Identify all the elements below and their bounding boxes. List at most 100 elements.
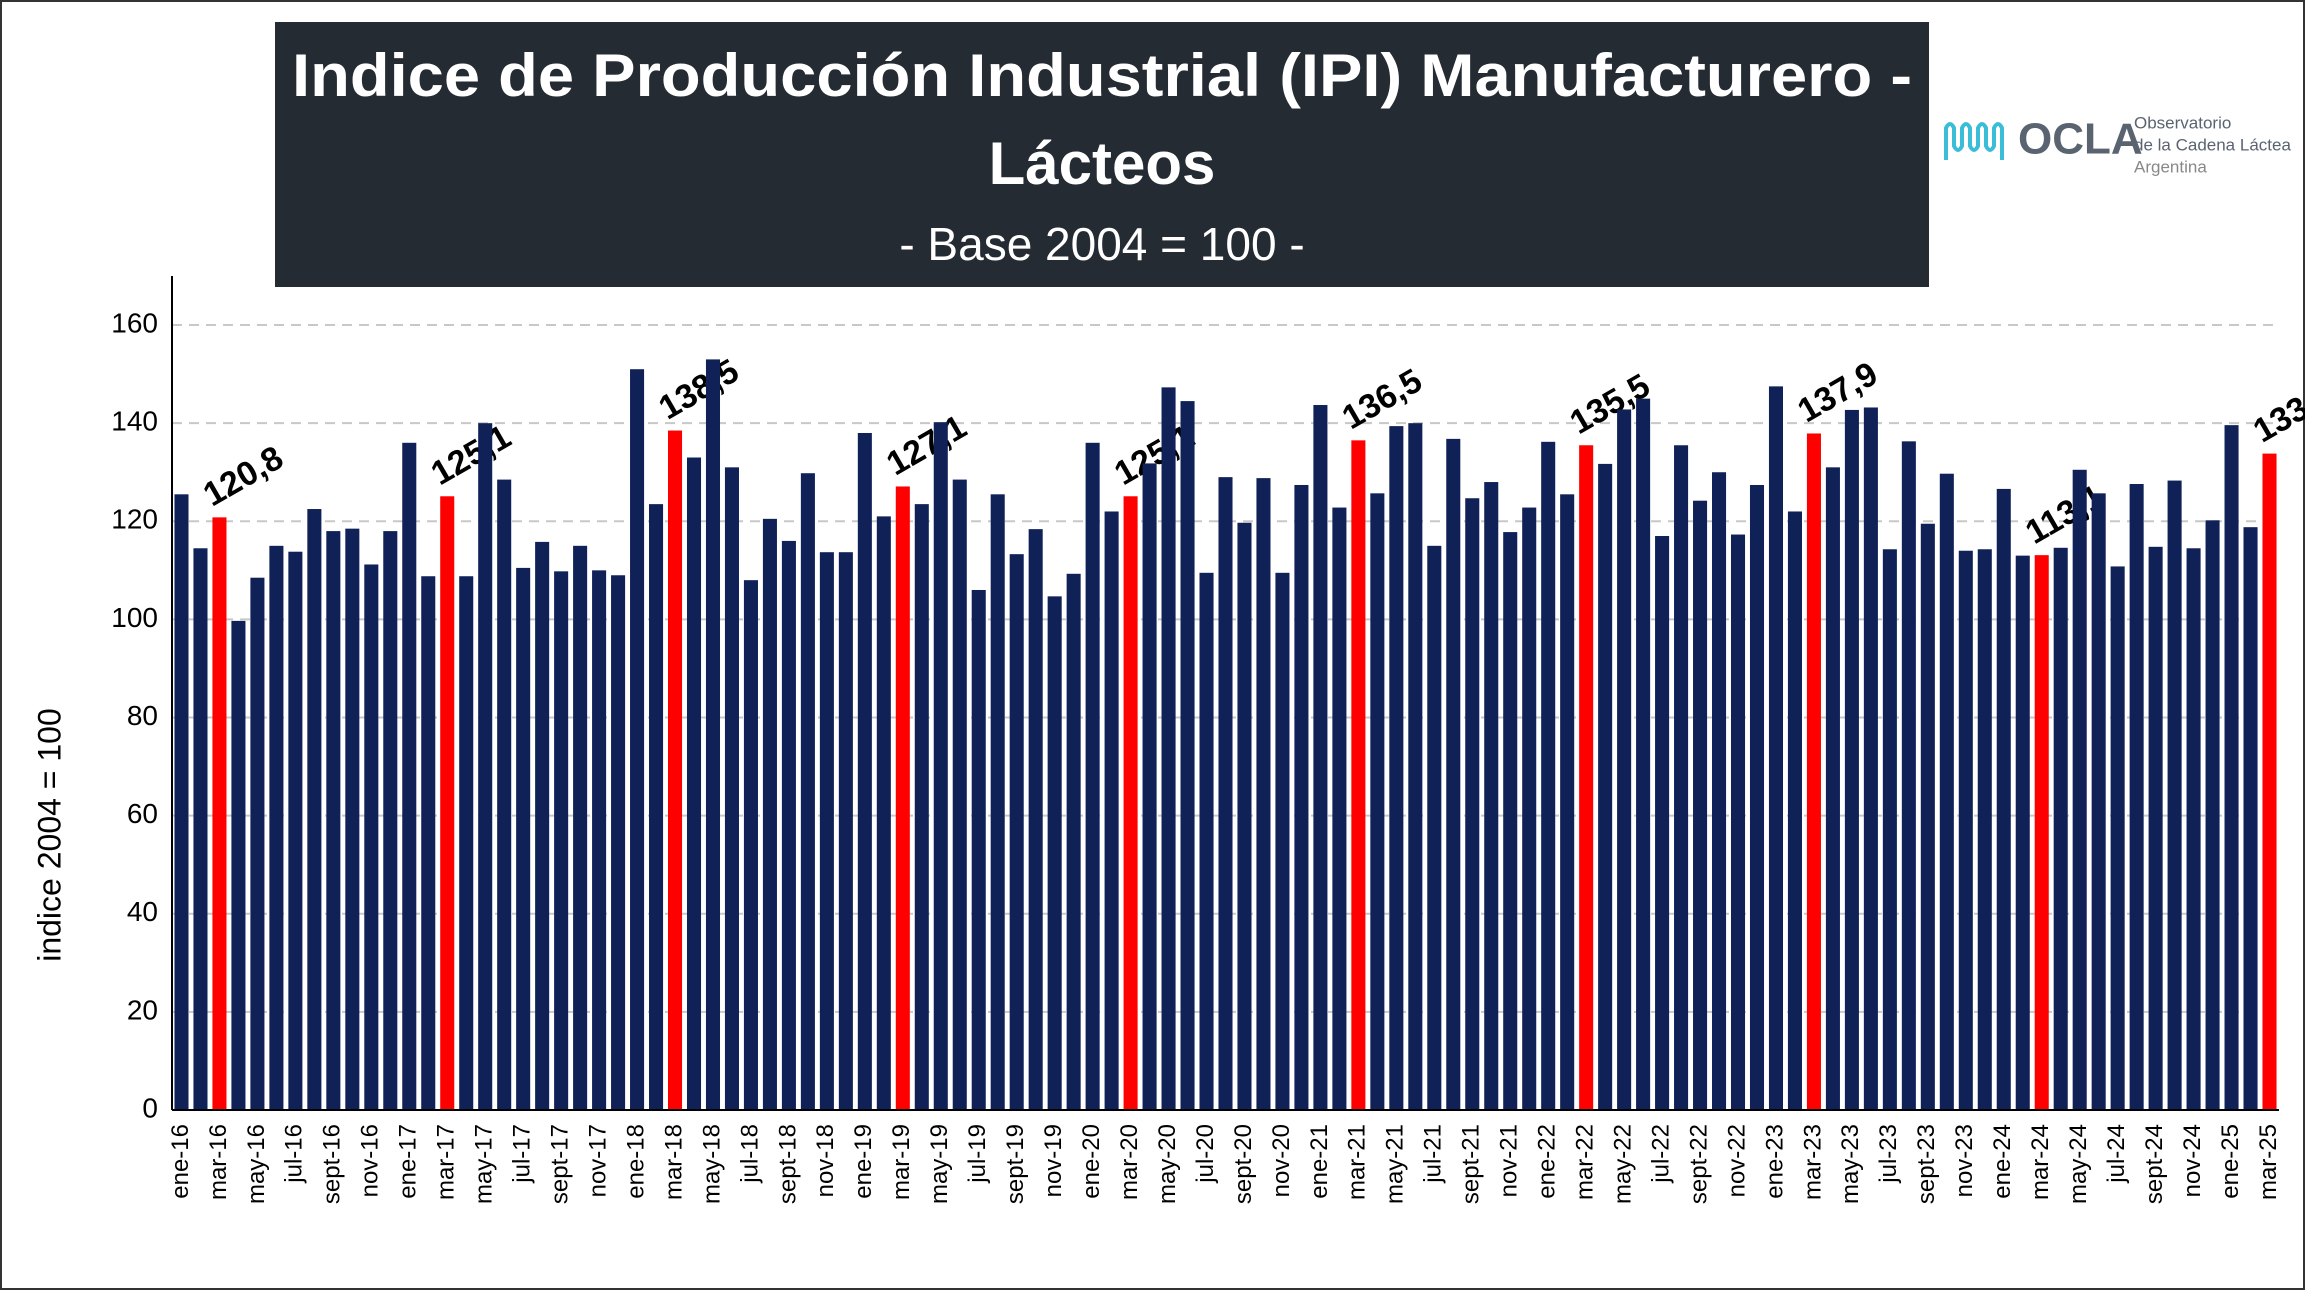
bar [2053, 547, 2068, 1110]
bar [1218, 477, 1233, 1110]
bar [1787, 511, 1802, 1110]
bar [1693, 500, 1708, 1110]
x-tick-label: may-24 [2065, 1124, 2092, 1204]
chart-title: Indice de Producción Industrial (IPI) Ma… [292, 42, 1912, 109]
x-tick-label: mar-20 [1116, 1124, 1143, 1200]
bar [2262, 453, 2277, 1111]
bar [1579, 445, 1594, 1110]
x-tick-label: may-16 [243, 1124, 270, 1204]
x-tick-label: nov-23 [1951, 1124, 1978, 1197]
bar [193, 548, 208, 1110]
bar [1806, 433, 1821, 1110]
bar [1389, 426, 1404, 1110]
x-tick-label: ene-18 [622, 1124, 649, 1199]
bar [1598, 463, 1613, 1111]
bar [1066, 573, 1081, 1110]
x-tick-label: ene-21 [1306, 1124, 1333, 1199]
bar [1901, 441, 1916, 1110]
y-tick-label: 0 [142, 1092, 158, 1123]
bar [2034, 555, 2049, 1110]
x-tick-label: jul-16 [281, 1124, 308, 1184]
x-tick-label: may-19 [926, 1124, 953, 1204]
bar [269, 545, 284, 1110]
bar [1237, 522, 1252, 1110]
bar [288, 551, 303, 1110]
bar [1503, 532, 1518, 1110]
bar [1085, 442, 1100, 1110]
x-tick-label: jul-17 [509, 1124, 536, 1184]
bar [1465, 498, 1480, 1111]
bar [952, 479, 967, 1110]
bar [838, 552, 853, 1110]
bar [895, 486, 910, 1110]
bar [1161, 387, 1176, 1110]
bar [402, 442, 417, 1110]
y-tick-label: 60 [127, 798, 158, 829]
bar [686, 457, 702, 1110]
bar [1560, 494, 1575, 1110]
bar [819, 552, 834, 1110]
bar [231, 620, 246, 1110]
x-tick-label: sept-24 [2141, 1124, 2168, 1204]
x-tick-label: ene-23 [1761, 1124, 1788, 1199]
x-tick-label: jul-21 [1420, 1124, 1447, 1184]
bar [478, 423, 493, 1110]
x-tick-label: nov-20 [1268, 1124, 1295, 1197]
bar [2091, 493, 2106, 1111]
bar [1408, 423, 1423, 1110]
bar [2186, 548, 2201, 1110]
bar [307, 509, 322, 1110]
bar [1977, 549, 1992, 1110]
bar [1730, 534, 1746, 1110]
bar [1636, 398, 1651, 1110]
x-tick-label: sept-21 [1458, 1124, 1485, 1204]
bar [1446, 438, 1461, 1110]
bar [1256, 478, 1271, 1111]
x-tick-label: may-21 [1382, 1124, 1409, 1204]
bar [990, 494, 1005, 1110]
bar [1104, 511, 1119, 1110]
bar [2224, 425, 2239, 1111]
x-tick-label: sept-16 [319, 1124, 346, 1204]
x-tick-label: ene-19 [850, 1124, 877, 1199]
bar [1749, 484, 1765, 1110]
bar [174, 494, 189, 1110]
x-tick-label: nov-24 [2179, 1124, 2206, 1197]
bar [1199, 572, 1214, 1110]
bar [2110, 566, 2125, 1110]
bar [611, 575, 626, 1110]
bar [2167, 480, 2182, 1110]
x-tick-label: sept-22 [1685, 1124, 1712, 1204]
bar [2243, 527, 2258, 1110]
bar [1484, 482, 1499, 1110]
x-tick-label: mar-16 [205, 1124, 232, 1200]
logo-name: OCLA [2018, 115, 2143, 164]
x-tick-label: mar-21 [1344, 1124, 1371, 1200]
x-tick-label: ene-17 [395, 1124, 422, 1199]
bar [1674, 445, 1689, 1110]
bar [345, 528, 360, 1110]
bar [1275, 572, 1290, 1110]
y-tick-label: 120 [111, 504, 158, 535]
bar [1939, 473, 1954, 1111]
bar [1294, 484, 1309, 1110]
bar [2129, 484, 2144, 1110]
x-tick-label: mar-18 [660, 1124, 687, 1200]
bar [383, 531, 398, 1110]
bar [592, 570, 607, 1110]
x-tick-label: nov-16 [357, 1124, 384, 1197]
bar [2072, 469, 2087, 1110]
x-tick-label: jul-22 [1647, 1124, 1674, 1184]
bar [762, 518, 777, 1110]
x-tick-label: ene-25 [2217, 1124, 2244, 1199]
bar [1180, 401, 1195, 1111]
x-tick-label: nov-17 [584, 1124, 611, 1197]
bar [933, 422, 948, 1110]
bar [440, 496, 455, 1110]
x-tick-label: jul-19 [964, 1124, 991, 1184]
x-tick-label: may-23 [1837, 1124, 1864, 1204]
y-tick-label: 140 [111, 406, 158, 437]
x-tick-label: nov-21 [1496, 1124, 1523, 1197]
bar [1541, 441, 1556, 1110]
